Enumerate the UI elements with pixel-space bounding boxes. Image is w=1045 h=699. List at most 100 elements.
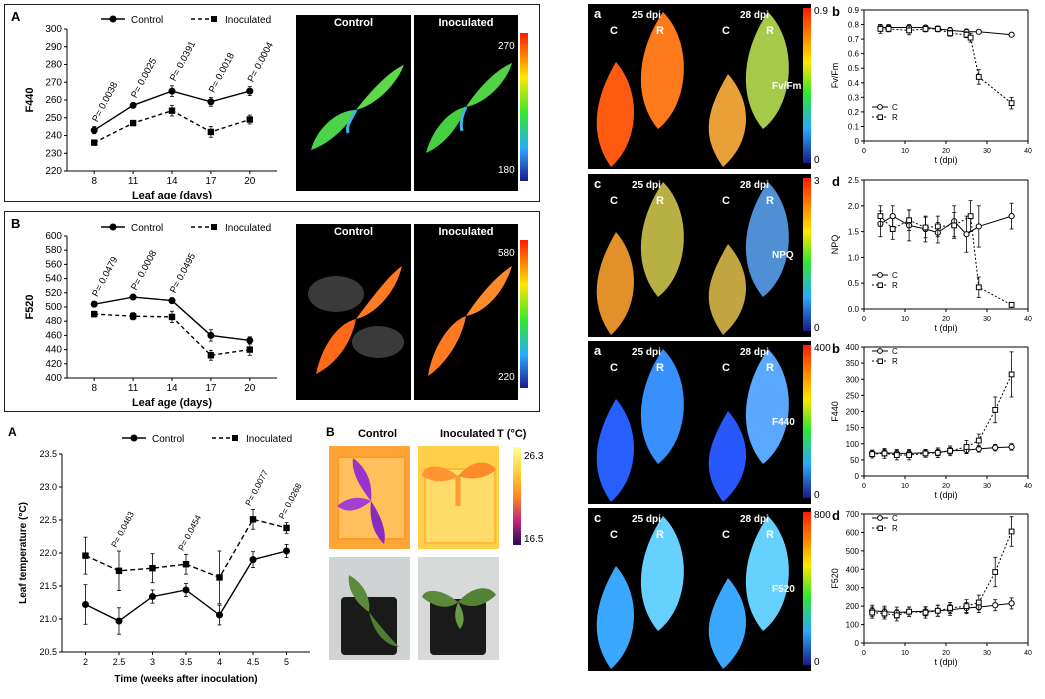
panel-label: A <box>8 425 17 439</box>
legend-label-control: Control <box>152 434 184 445</box>
legend-label-inoculated: Inoculated <box>225 223 271 234</box>
leaf-image-panel: c 25 dpi 28 dpi C R C R <box>588 174 811 337</box>
x-axis-label: t (dpi) <box>934 323 957 333</box>
data-point <box>1008 213 1015 220</box>
y-tick-label: 540 <box>45 274 62 285</box>
x-tick-label: 20 <box>942 316 950 323</box>
leaf-c-25dpi <box>596 62 634 167</box>
panel-f520: B 400 420 440 460 480 500 520 540 560 580 600 8 11 14… <box>4 211 540 412</box>
y-tick-label: 0 <box>855 137 860 146</box>
x-tick-label: 14 <box>166 176 178 187</box>
p-value-label: P= 0.0077 <box>243 468 270 507</box>
leaf-shape <box>356 65 404 110</box>
leaf-image-panel: a 25 dpi 28 dpi C R C R <box>588 341 811 504</box>
image-title: Control <box>333 226 374 238</box>
scale-max-label: 800 <box>814 510 831 521</box>
data-point <box>922 26 929 32</box>
fluorescence-image-control: Control <box>296 15 411 191</box>
data-point <box>246 346 253 353</box>
leaf-r-25dpi <box>640 349 684 464</box>
data-point <box>90 300 98 308</box>
legend-marker-c <box>877 104 883 110</box>
panel-f440: A 220 230 240 250 260 270 280 290 300 8 11 14 17 20 Le… <box>4 4 540 202</box>
scale-max-label: 0.9 <box>814 6 828 17</box>
data-point <box>877 26 884 32</box>
panel-label: b <box>832 341 840 356</box>
data-point <box>934 449 941 456</box>
x-tick-label: 8 <box>91 383 97 394</box>
x-tick-label: 40 <box>1024 316 1032 323</box>
data-point <box>1008 100 1015 107</box>
data-point <box>168 313 176 321</box>
chart-f440-dpi: b 0 50 100 150 200 250 300 350 400 0 10 20 30 40 t (dpi… <box>830 341 1032 500</box>
leaf-label-c: C <box>722 529 730 541</box>
series-line-r <box>880 28 1012 104</box>
data-point <box>129 313 137 320</box>
panel-label: B <box>11 216 21 231</box>
panel-label: B <box>326 425 335 439</box>
x-tick-label: 40 <box>1024 148 1032 155</box>
leaf-r-28dpi <box>745 182 789 297</box>
x-tick-label: 17 <box>205 383 217 394</box>
y-tick-label: 500 <box>45 302 62 313</box>
x-tick-label: 0 <box>862 483 866 490</box>
fluorescence-image-inoculated: Inoculated <box>414 224 518 400</box>
series-line-r <box>872 531 1013 616</box>
y-tick-label: 22.0 <box>39 548 57 558</box>
y-axis-label: Leaf temperature (°C) <box>18 502 29 604</box>
y-tick-label: 0.4 <box>848 79 860 88</box>
legend-marker-r <box>877 525 883 531</box>
data-point <box>149 564 156 572</box>
data-point <box>922 450 929 457</box>
thermal-image-inoculated <box>418 446 499 549</box>
y-tick-label: 460 <box>45 330 62 341</box>
panel-label: A <box>11 9 21 24</box>
y-tick-label: 250 <box>846 391 860 400</box>
photo-control <box>329 557 410 660</box>
leaf-shape <box>311 110 356 150</box>
scale-max-label: 3 <box>814 176 820 187</box>
y-tick-label: 260 <box>45 95 62 106</box>
x-axis-label: t (dpi) <box>934 155 957 165</box>
data-point <box>182 561 190 568</box>
thermal-inoculated-title: Inoculated <box>439 428 495 440</box>
y-axis-label: Fv/Fm <box>830 63 840 89</box>
data-point <box>216 574 223 581</box>
x-tick-label: 20 <box>942 650 950 657</box>
leaf-image-panel: c 25 dpi 28 dpi C R C R <box>588 508 811 671</box>
day-label: 25 dpi <box>632 514 661 525</box>
data-point <box>893 452 900 458</box>
y-tick-label: 100 <box>846 621 860 630</box>
data-point <box>992 406 999 413</box>
legend-label-c: C <box>892 514 898 523</box>
data-point <box>1008 301 1015 308</box>
data-point <box>906 608 912 615</box>
data-point <box>951 222 958 229</box>
data-point <box>934 26 941 32</box>
legend-label-r: R <box>892 357 898 366</box>
leaf-label-c: C <box>610 529 618 541</box>
y-tick-label: 560 <box>45 259 62 270</box>
data-point <box>906 27 912 34</box>
legend-marker-r <box>877 114 883 120</box>
data-point <box>115 617 123 625</box>
legend-label-inoculated: Inoculated <box>246 434 292 445</box>
y-axis-label: F440 <box>24 87 36 112</box>
y-tick-label: 0.5 <box>848 64 860 73</box>
data-point <box>246 336 254 344</box>
x-tick-label: 0 <box>862 148 866 155</box>
image-title: Inoculated <box>438 226 494 238</box>
x-tick-label: 5 <box>284 657 289 667</box>
legend-label-r: R <box>892 281 898 290</box>
data-point <box>283 524 290 532</box>
y-tick-label: 150 <box>846 424 860 433</box>
data-point <box>906 217 912 224</box>
y-axis-label: F520 <box>830 568 840 589</box>
scale-min-label: 0 <box>814 657 820 668</box>
leaf-label-r: R <box>656 25 664 37</box>
leaf-r-25dpi <box>640 182 684 297</box>
y-tick-label: 600 <box>45 231 62 242</box>
leaf-shape <box>458 462 496 479</box>
legend-marker-inoculated <box>211 224 217 230</box>
panel-label: b <box>832 4 840 19</box>
